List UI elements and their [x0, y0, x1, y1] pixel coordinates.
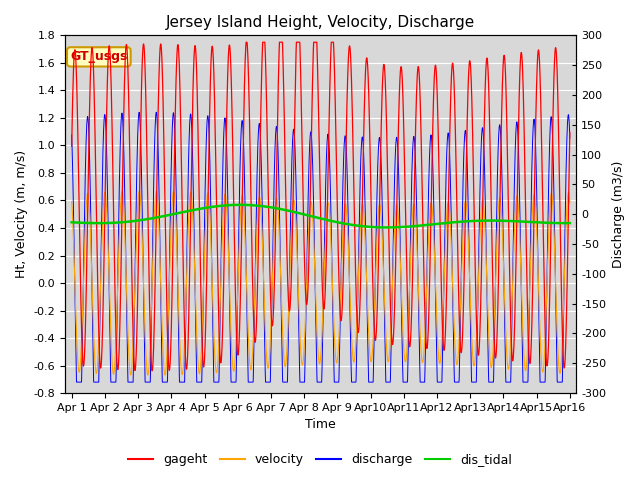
X-axis label: Time: Time: [305, 419, 336, 432]
Title: Jersey Island Height, Velocity, Discharge: Jersey Island Height, Velocity, Discharg…: [166, 15, 476, 30]
Legend: gageht, velocity, discharge, dis_tidal: gageht, velocity, discharge, dis_tidal: [123, 448, 517, 471]
Y-axis label: Ht, Velocity (m, m/s): Ht, Velocity (m, m/s): [15, 150, 28, 278]
Y-axis label: Discharge (m3/s): Discharge (m3/s): [612, 160, 625, 268]
Text: GT_usgs: GT_usgs: [70, 50, 127, 63]
